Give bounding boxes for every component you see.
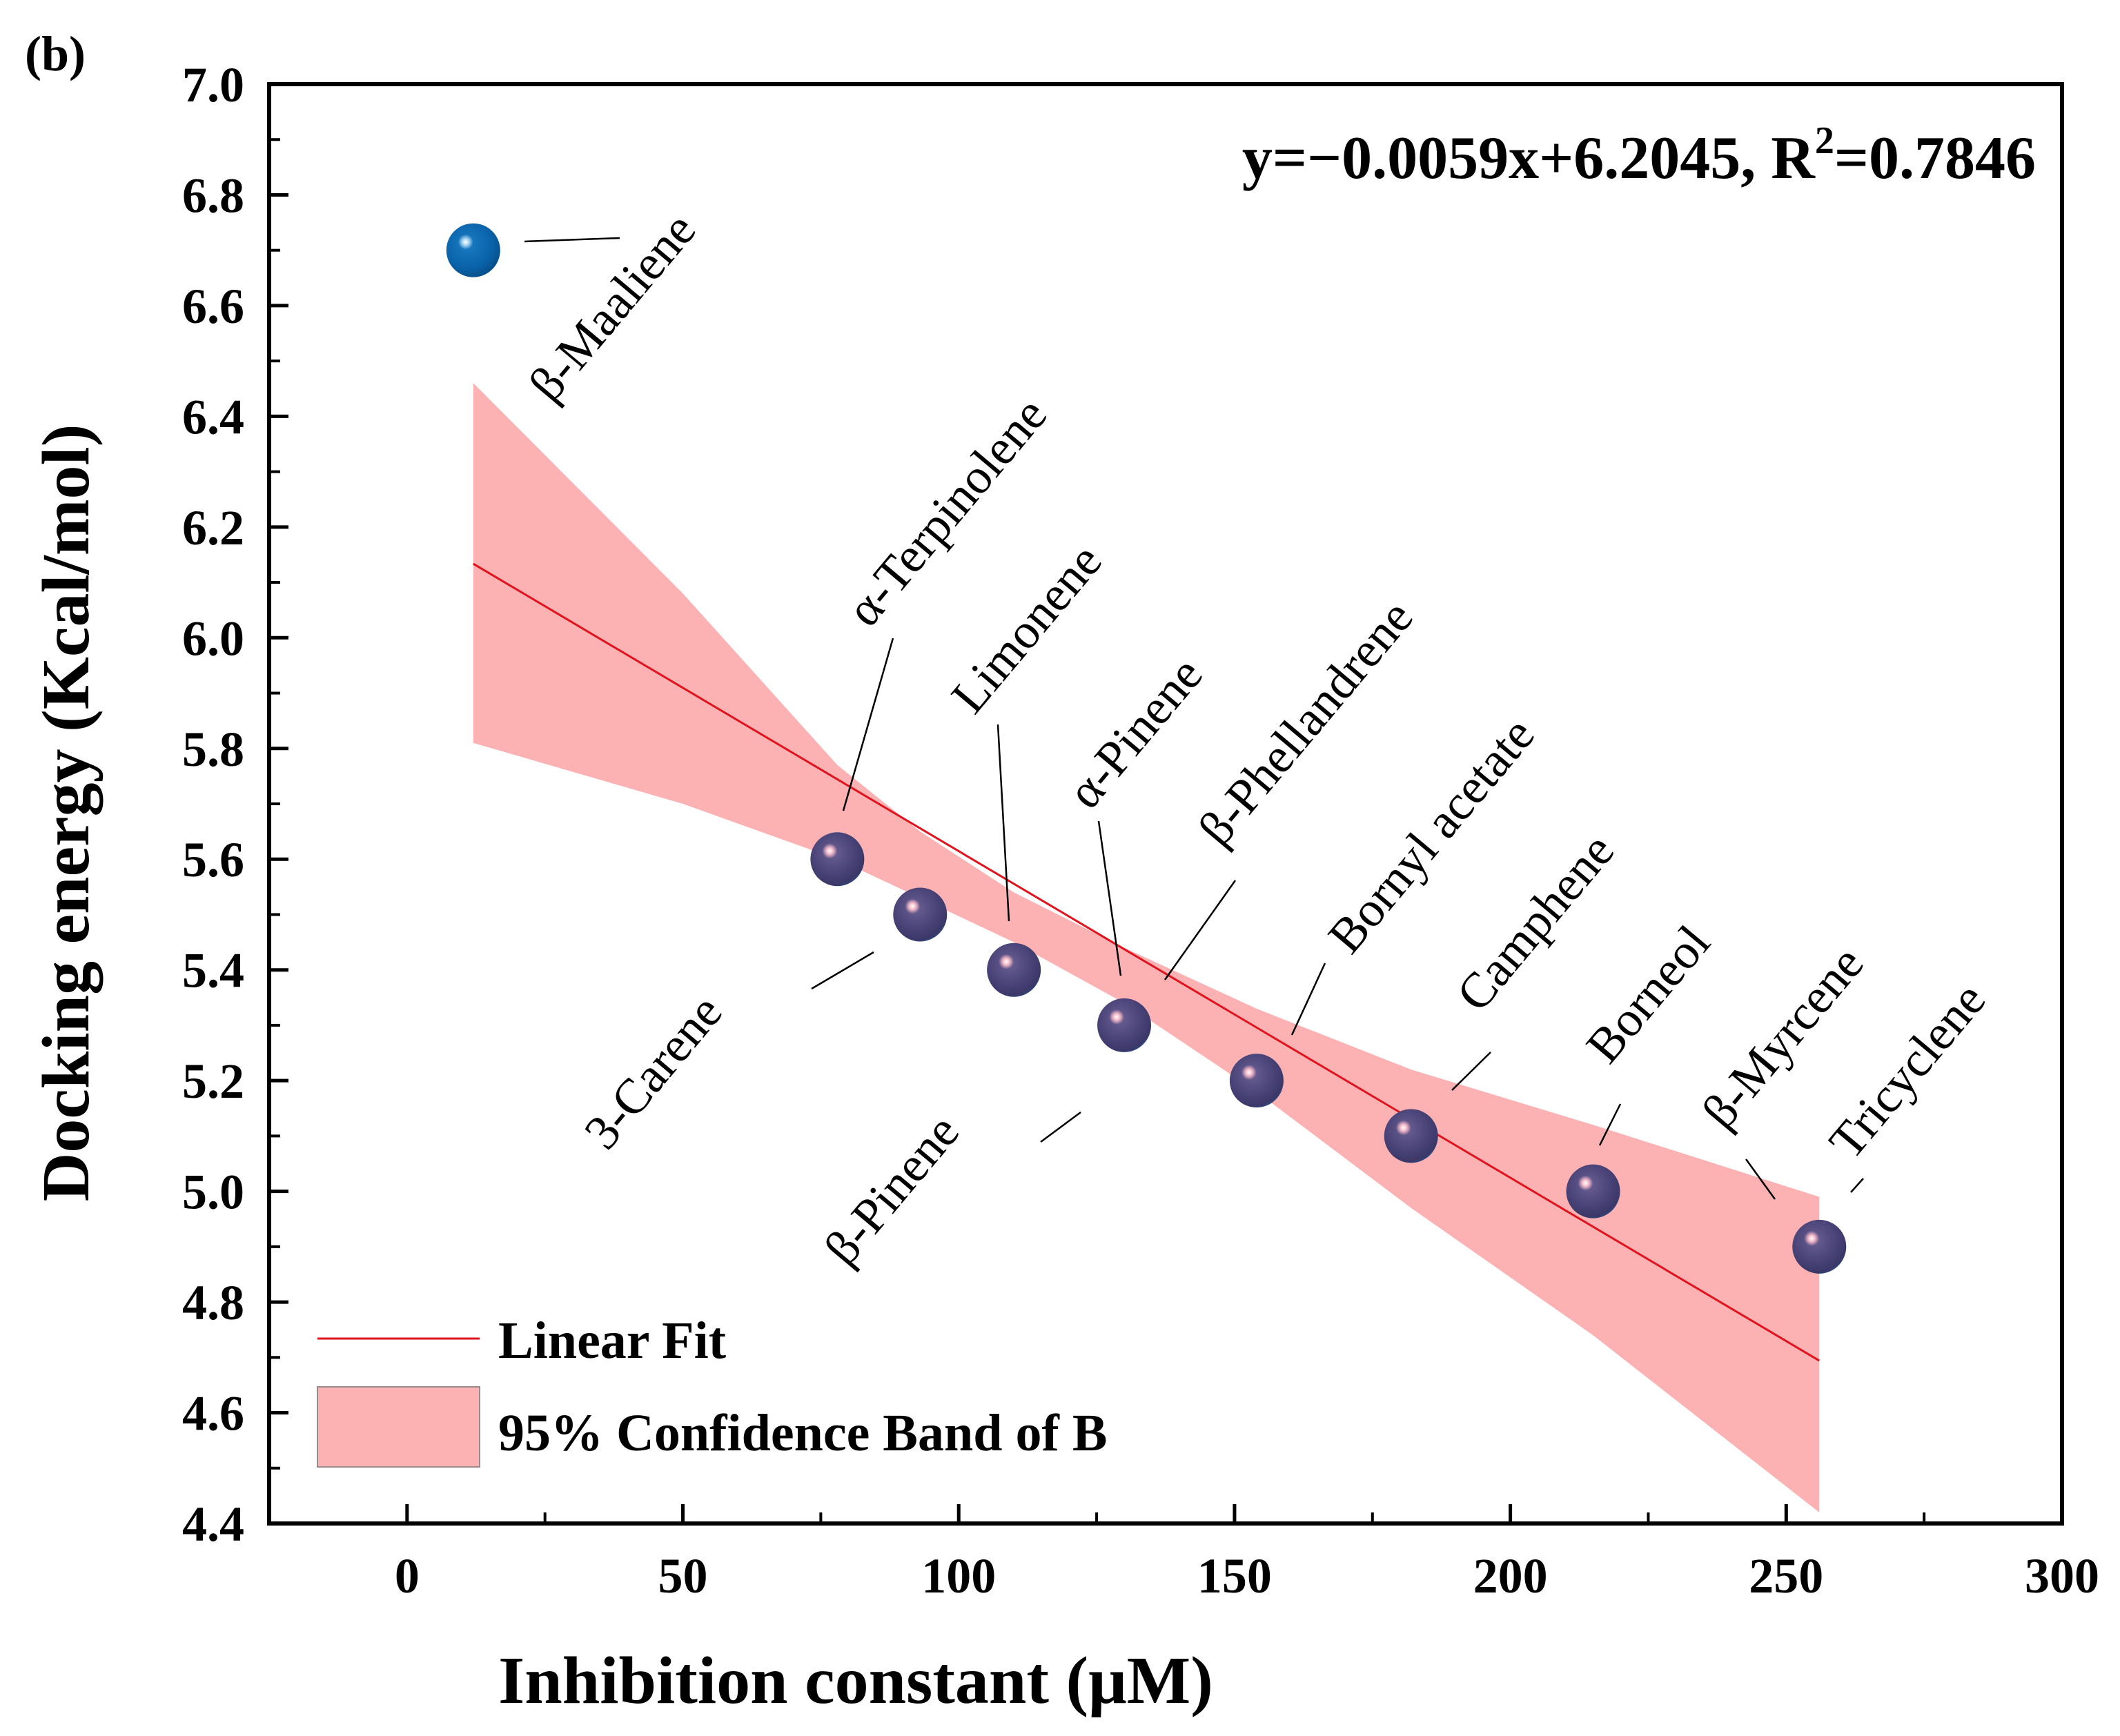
- fit-equation-r2: =0.7846: [1834, 125, 2036, 192]
- confidence-band-layer: [473, 383, 1820, 1513]
- legend: Linear Fit 95% Confidence Band of B: [317, 1312, 1108, 1468]
- fit-line: [473, 562, 1820, 1362]
- data-point-ball: [1792, 1219, 1847, 1274]
- fit-line-layer: [473, 562, 1820, 1362]
- data-point: [987, 943, 1041, 997]
- data-point: [893, 887, 948, 942]
- data-points-layer: [446, 223, 1847, 1274]
- x-tick-label: 100: [921, 1548, 996, 1604]
- data-point-ball: [1384, 1109, 1438, 1163]
- data-point-ball: [1097, 998, 1152, 1052]
- data-point: [810, 832, 865, 887]
- y-tick-label: 6.6: [182, 279, 244, 334]
- point-label: Camphene: [1446, 823, 1625, 1021]
- point-label: α-Pinene: [1057, 647, 1213, 818]
- data-point-ball: [446, 223, 500, 277]
- leader-line: [1745, 1158, 1776, 1200]
- legend-band-swatch: [317, 1386, 480, 1468]
- y-tick-label: 5.2: [182, 1054, 244, 1109]
- y-tick-label: 5.8: [182, 722, 244, 777]
- data-point-highlight: [999, 954, 1014, 969]
- leader-line: [1850, 1178, 1864, 1193]
- data-point: [446, 223, 500, 277]
- leader-line: [1040, 1111, 1081, 1143]
- leader-line: [1097, 820, 1122, 976]
- legend-fit-label: Linear Fit: [498, 1312, 726, 1370]
- fit-equation: y=−0.0059x+6.2045, R2=0.7846: [1242, 119, 2036, 192]
- y-tick-label: 4.4: [182, 1497, 244, 1552]
- data-point-highlight: [1804, 1230, 1820, 1246]
- y-tick-label: 4.6: [182, 1386, 244, 1441]
- panel-label: (b): [25, 26, 86, 81]
- data-point-ball: [1229, 1054, 1284, 1108]
- point-label: β-Phellandrene: [1188, 590, 1424, 856]
- leader-line: [524, 237, 620, 243]
- data-point-ball: [1566, 1164, 1620, 1219]
- data-point-ball: [810, 832, 865, 887]
- legend-band-label: 95% Confidence Band of B: [498, 1404, 1108, 1462]
- point-label: Borneol: [1576, 915, 1720, 1073]
- data-point: [1566, 1164, 1620, 1219]
- fit-equation-superscript: 2: [1815, 119, 1834, 162]
- x-axis-title: Inhibition constant (μM): [498, 1644, 1213, 1718]
- y-tick-label: 7.0: [182, 57, 244, 112]
- data-point: [1097, 998, 1152, 1052]
- axes-layer: 0 50 100 150 200 250 300 4.4 4.6 4.8 5.0 5.2 5.4 5.6 5…: [182, 57, 2099, 1604]
- y-tick-label: 4.8: [182, 1275, 244, 1330]
- point-label: β-Maaliene: [518, 202, 706, 411]
- y-tick-label: 6.2: [182, 500, 244, 555]
- point-label: β-Pinene: [814, 1104, 970, 1275]
- x-tick-label: 50: [658, 1548, 708, 1604]
- confidence-band: [473, 383, 1820, 1513]
- x-tick-label: 300: [2025, 1548, 2099, 1604]
- leader-line: [997, 724, 1010, 922]
- y-tick-label: 5.4: [182, 943, 244, 998]
- data-point-highlight: [1578, 1175, 1593, 1191]
- leader-line: [811, 951, 874, 990]
- leader-line: [1451, 1052, 1491, 1091]
- data-point-highlight: [1395, 1120, 1411, 1136]
- leader-line: [1290, 963, 1326, 1036]
- data-point-highlight: [1109, 1009, 1125, 1025]
- y-tick-label: 6.4: [182, 389, 244, 444]
- data-point-ball: [893, 887, 948, 942]
- y-tick-label: 6.0: [182, 611, 244, 666]
- leader-line: [1164, 880, 1237, 980]
- data-point-highlight: [822, 843, 838, 859]
- data-point-ball: [987, 943, 1041, 997]
- data-point-highlight: [905, 898, 921, 914]
- data-point: [1384, 1109, 1438, 1163]
- x-tick-label: 200: [1473, 1548, 1548, 1604]
- leader-line: [842, 638, 894, 811]
- x-tick-label: 0: [395, 1548, 420, 1604]
- data-point: [1229, 1054, 1284, 1108]
- leader-lines-layer: [524, 237, 1864, 1200]
- x-tick-label: 250: [1749, 1548, 1823, 1604]
- leader-line: [1598, 1103, 1622, 1146]
- fit-equation-main: y=−0.0059x+6.2045, R: [1242, 125, 1816, 192]
- y-tick-label: 5.6: [182, 832, 244, 887]
- point-label: 3-Carene: [573, 985, 733, 1160]
- data-point-highlight: [458, 234, 473, 250]
- y-tick-label: 5.0: [182, 1165, 244, 1220]
- data-point: [1792, 1219, 1847, 1274]
- y-axis-title: Docking energy (Kcal/mol): [29, 424, 104, 1202]
- x-tick-label: 150: [1197, 1548, 1272, 1604]
- data-point-highlight: [1241, 1065, 1257, 1081]
- point-label: Limonene: [941, 533, 1112, 723]
- y-tick-label: 6.8: [182, 168, 244, 223]
